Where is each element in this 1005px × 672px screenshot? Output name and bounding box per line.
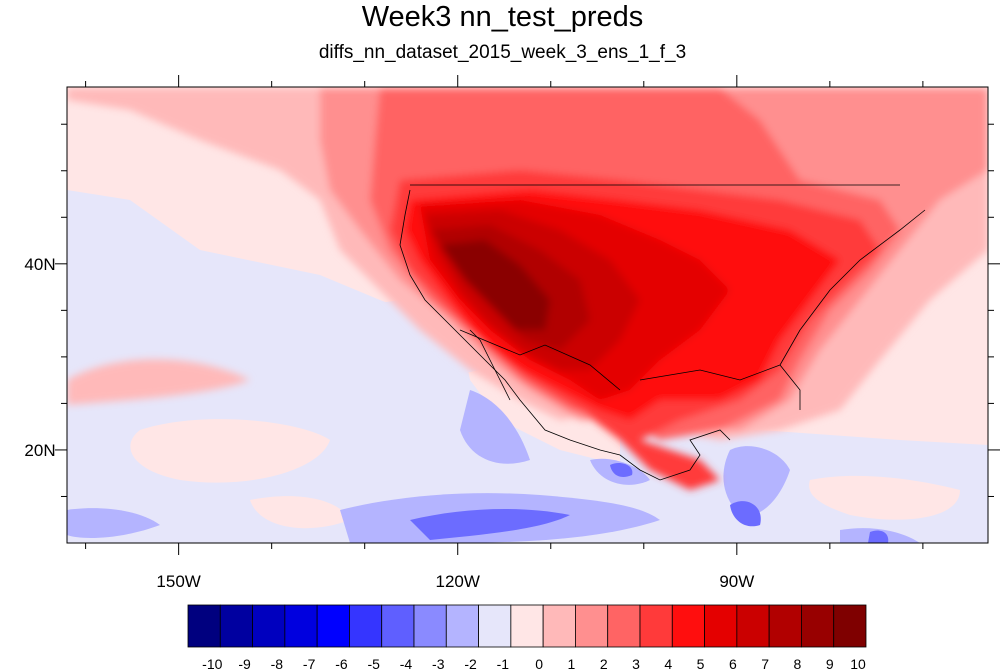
colorbar-swatch — [607, 604, 641, 648]
colorbar-label: -3 — [432, 656, 445, 672]
colorbar-swatch — [736, 604, 770, 648]
field-negative-4 — [410, 463, 889, 543]
colorbar-swatch — [413, 604, 447, 648]
colorbar-label: -1 — [497, 656, 510, 672]
colorbar-label: 9 — [826, 656, 834, 672]
lat-tick-label: 20N — [24, 441, 55, 460]
colorbar-label: -6 — [335, 656, 348, 672]
colorbar-label: 4 — [664, 656, 672, 672]
field-pink-islands — [130, 419, 960, 529]
colorbar-swatch — [833, 604, 867, 648]
colorbar-swatch — [349, 604, 383, 648]
lat-tick-label: 40N — [24, 255, 55, 274]
field-positive — [67, 88, 988, 490]
colorbar: -10 -9 -8 -7 -6 -5 -4 -3 -2 -1 0 1 2 3 4 5 6 7 8 9 10 — [187, 604, 867, 672]
colorbar-swatch — [381, 604, 415, 648]
colorbar-label: 5 — [697, 656, 705, 672]
colorbar-swatch — [219, 604, 253, 648]
colorbar-label: 10 — [850, 656, 866, 672]
colorbar-label: 6 — [729, 656, 737, 672]
colorbar-label: 2 — [600, 656, 608, 672]
axis-ticks: 150W 120W 90W 40N 20N — [24, 75, 1000, 591]
colorbar-swatch — [575, 604, 609, 648]
lon-tick-label: 120W — [436, 572, 480, 591]
colorbar-label: 0 — [535, 656, 543, 672]
colorbar-label: -8 — [271, 656, 284, 672]
colorbar-label: -2 — [464, 656, 477, 672]
colorbar-swatch — [316, 604, 350, 648]
colorbar-swatch — [639, 604, 673, 648]
colorbar-label: -7 — [303, 656, 316, 672]
colorbar-swatch — [284, 604, 318, 648]
colorbar-swatch — [252, 604, 286, 648]
lon-tick-label: 150W — [156, 572, 200, 591]
figure-subtitle: diffs_nn_dataset_2015_week_3_ens_1_f_3 — [318, 42, 687, 63]
colorbar-swatch — [801, 604, 835, 648]
colorbar-label: -10 — [202, 656, 222, 672]
data-field — [67, 87, 988, 543]
colorbar-swatch — [478, 604, 512, 648]
lon-tick-label: 90W — [719, 572, 754, 591]
colorbar-swatch — [510, 604, 544, 648]
figure-title: Week3 nn_test_preds — [361, 1, 644, 33]
colorbar-label: 3 — [632, 656, 640, 672]
colorbar-swatch — [445, 604, 479, 648]
coastlines — [399, 184, 926, 481]
colorbar-swatch — [768, 604, 802, 648]
colorbar-swatch — [187, 604, 221, 648]
colorbar-label: 1 — [568, 656, 576, 672]
colorbar-label: 7 — [761, 656, 769, 672]
colorbar-swatch — [542, 604, 576, 648]
colorbar-swatch — [671, 604, 705, 648]
map-frame — [66, 86, 989, 544]
colorbar-label: -4 — [400, 656, 413, 672]
colorbar-label: -5 — [367, 656, 380, 672]
field-negative-2 — [67, 390, 920, 543]
colorbar-label: -9 — [238, 656, 251, 672]
colorbar-label: 8 — [794, 656, 802, 672]
colorbar-swatch — [704, 604, 738, 648]
